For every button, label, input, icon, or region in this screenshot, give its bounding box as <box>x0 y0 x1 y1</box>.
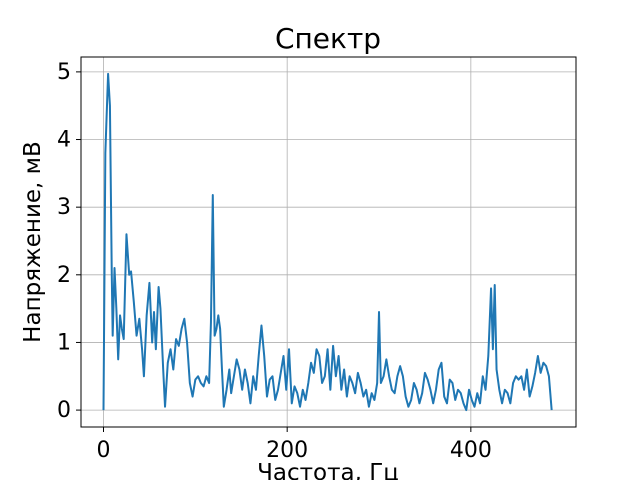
chart-title: Спектр <box>275 22 381 55</box>
y-axis-label: Напряжение, мВ <box>20 141 46 343</box>
line-series <box>102 72 553 412</box>
y-tick-label: 3 <box>57 195 71 220</box>
x-axis-label: Частота, Гц <box>257 460 399 480</box>
x-tick-label: 400 <box>450 438 492 463</box>
plot-frame <box>80 56 577 428</box>
y-tick-label: 4 <box>57 128 71 153</box>
x-tick-label: 200 <box>266 438 308 463</box>
y-tick-label: 1 <box>57 330 71 355</box>
y-tick-label: 2 <box>57 263 71 288</box>
y-tick-label: 0 <box>57 398 71 423</box>
x-tick-label: 0 <box>97 438 111 463</box>
y-tick-label: 5 <box>57 60 71 85</box>
